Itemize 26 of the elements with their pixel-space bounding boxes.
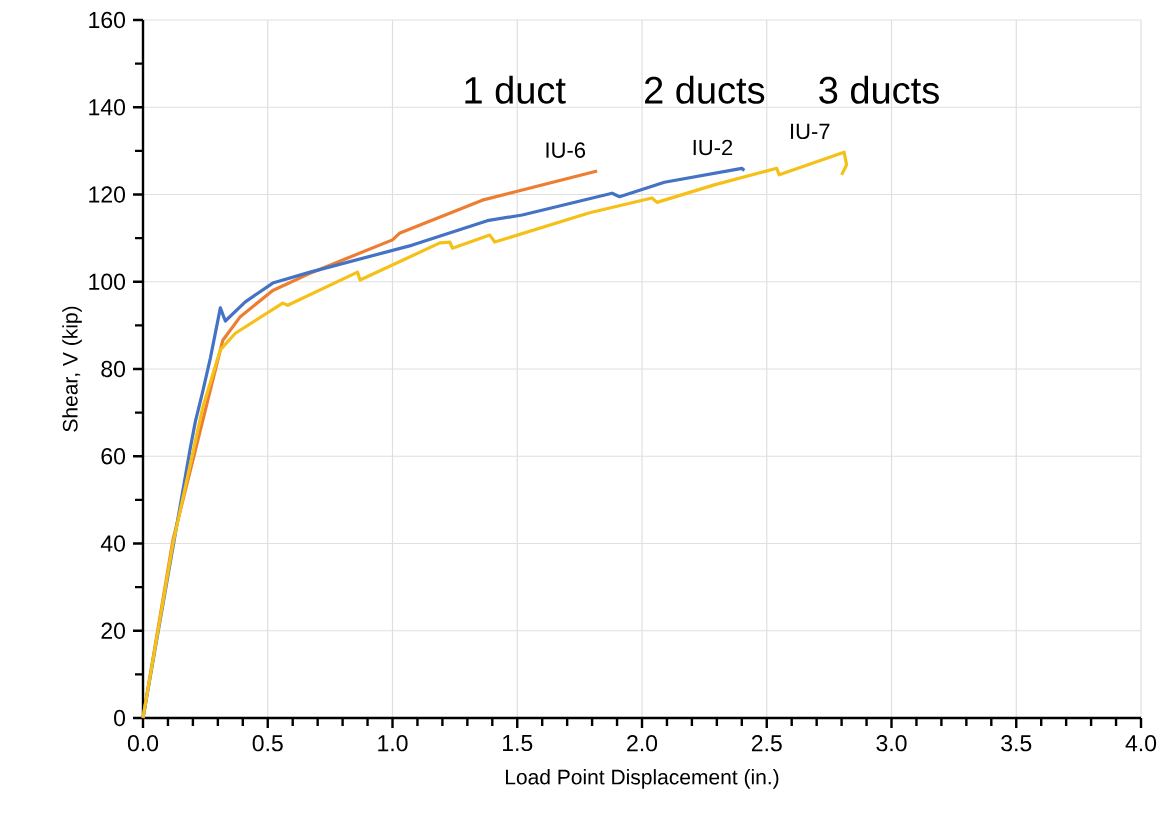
series-label: IU-7 xyxy=(791,123,830,140)
x-axis-title: Load Point Displacement (in.) xyxy=(505,769,779,789)
y-tick-label: 60 xyxy=(101,448,126,465)
x-tick-label: 1.5 xyxy=(503,735,533,752)
annotation: 3 ducts xyxy=(819,75,939,104)
y-axis-title: Shear, V (kip) xyxy=(62,306,82,432)
annotation: 2 ducts xyxy=(645,75,765,104)
x-tick-label: 2.0 xyxy=(627,735,658,752)
x-tick-label: 0.5 xyxy=(252,735,283,752)
y-tick-label: 20 xyxy=(101,622,126,639)
y-tick-label: 160 xyxy=(89,11,126,29)
x-tick-label: 3.5 xyxy=(1001,735,1032,752)
y-tick-label: 80 xyxy=(101,360,126,378)
series-label: IU-6 xyxy=(546,142,586,158)
x-tick-label: 3.0 xyxy=(876,735,907,752)
y-tick-label: 0 xyxy=(114,709,126,727)
y-tick-label: 140 xyxy=(89,99,126,116)
x-tick-label: 2.5 xyxy=(751,735,782,752)
x-tick-label: 0.0 xyxy=(127,735,159,752)
y-tick-label: 100 xyxy=(89,273,126,290)
y-tick-label: 40 xyxy=(100,535,126,552)
x-tick-label: 1.0 xyxy=(378,735,408,752)
x-tick-label: 4.0 xyxy=(1125,735,1157,752)
y-tick-label: 120 xyxy=(89,186,126,203)
annotation: 1 duct xyxy=(465,75,566,104)
series-label: IU-2 xyxy=(693,139,733,156)
